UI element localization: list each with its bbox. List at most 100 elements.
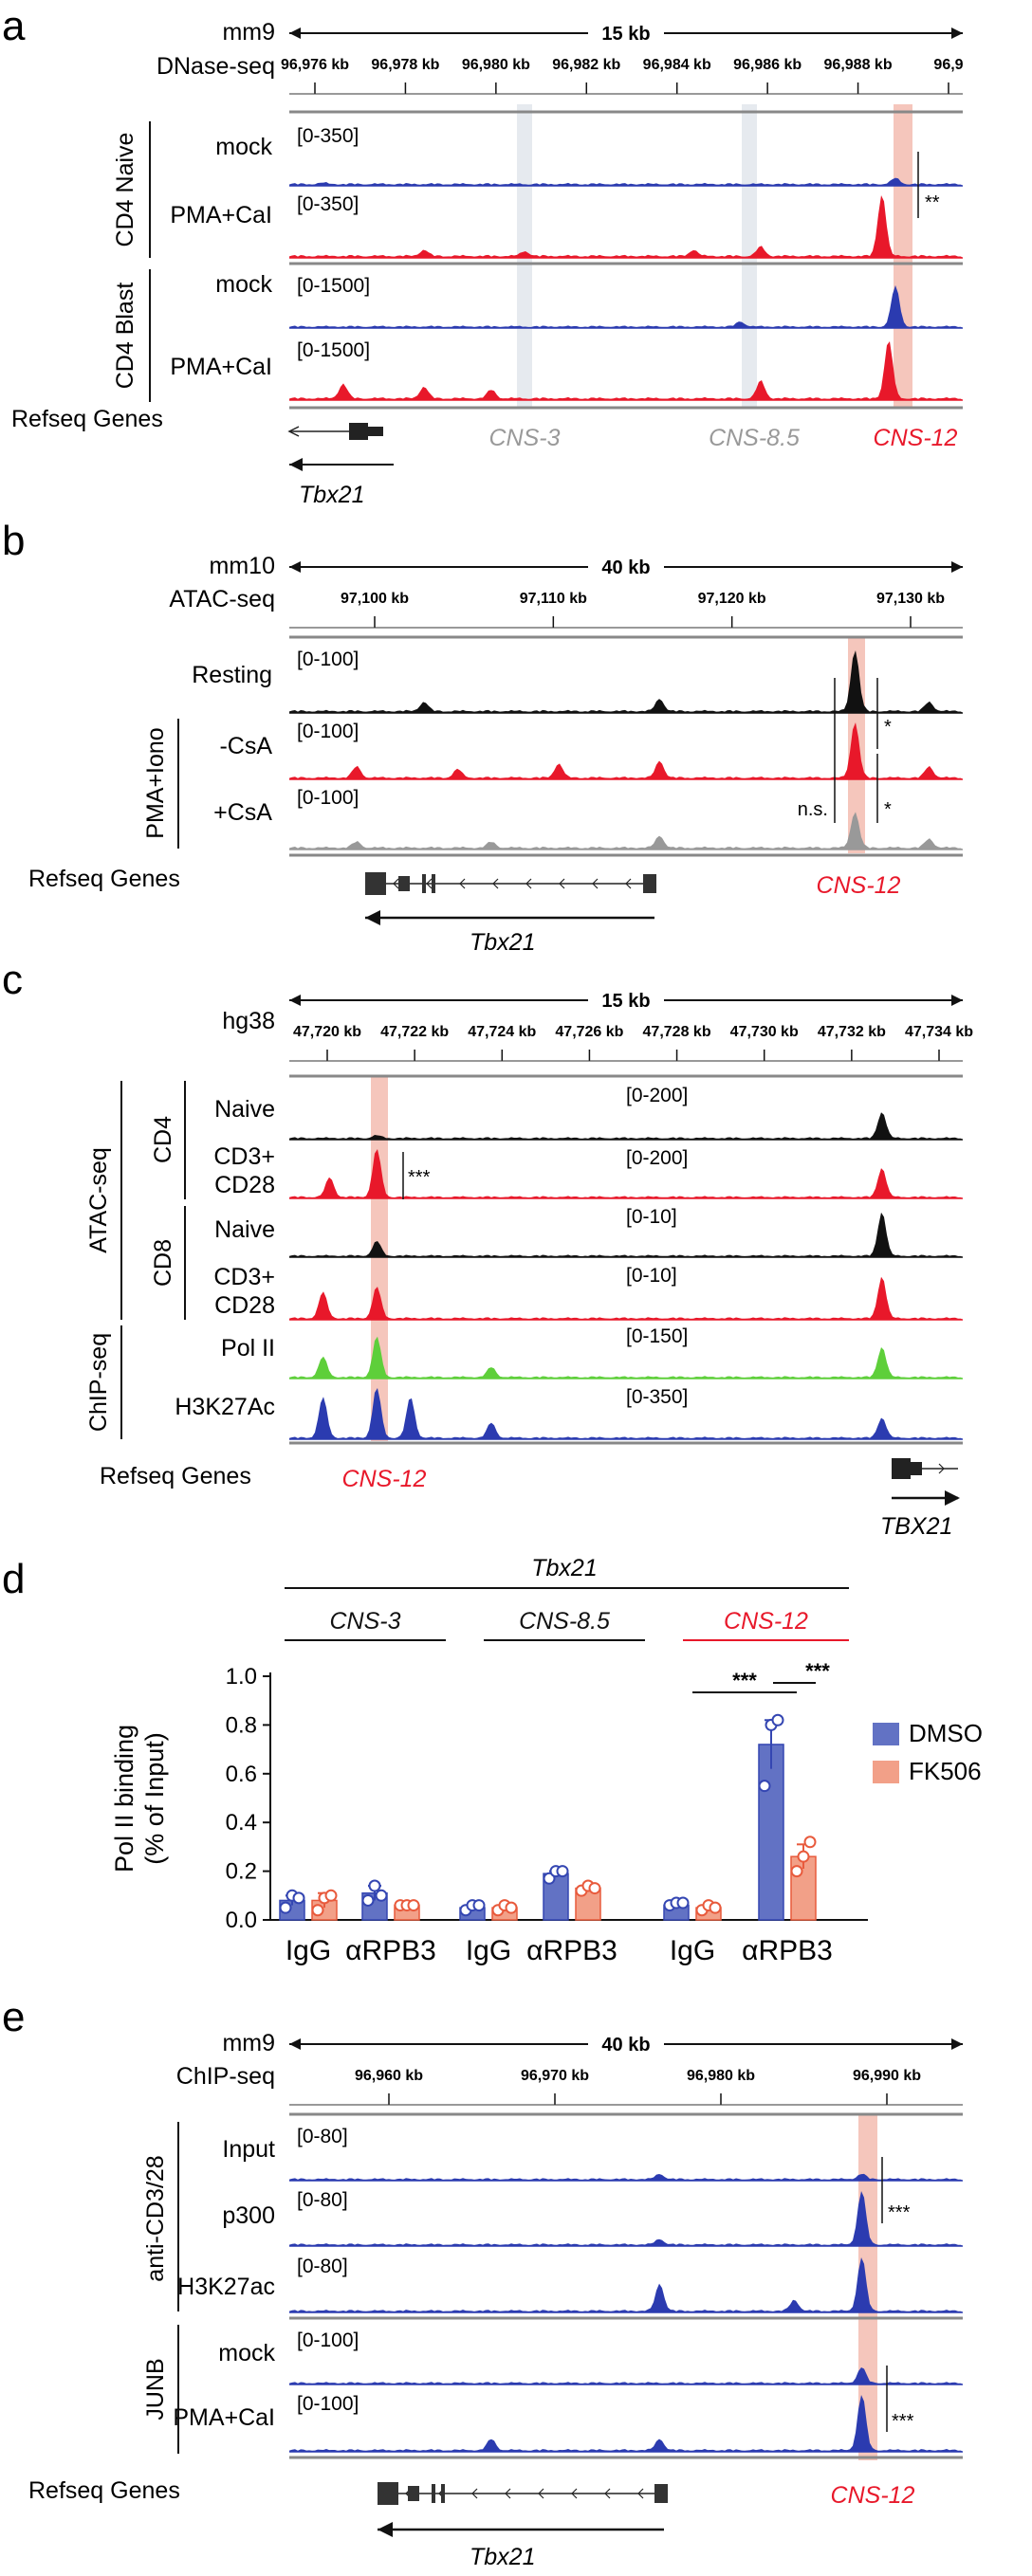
track-label: PMA+CaI bbox=[170, 202, 272, 228]
tick-label: 47,728 kb bbox=[643, 1024, 711, 1040]
data-point bbox=[505, 1901, 518, 1914]
ruler-label-bg bbox=[588, 987, 664, 1014]
tick-label: 96,980 kb bbox=[462, 57, 530, 73]
assay-label: DNase-seq bbox=[157, 53, 275, 80]
track-range: [0-10] bbox=[626, 1206, 677, 1228]
exon bbox=[378, 2482, 398, 2505]
track-signal bbox=[289, 2173, 963, 2181]
track-range: [0-350] bbox=[297, 193, 359, 215]
tick-label: 96,988 kb bbox=[824, 57, 893, 73]
group-label: JUNB bbox=[142, 2358, 169, 2420]
ruler-label-bg bbox=[588, 20, 664, 46]
strand-chevron bbox=[938, 1463, 945, 1474]
group-label: CD4 bbox=[150, 1116, 176, 1163]
data-point bbox=[771, 1713, 784, 1726]
x-tick-label: IgG bbox=[286, 1935, 331, 1966]
tick-label: 96,976 kb bbox=[281, 57, 349, 73]
data-point bbox=[543, 1872, 556, 1885]
panel-e: e mm9 ChIP-seq 40 kb 96,960 kb 96,970 kb 96… bbox=[2, 1994, 963, 2570]
track-label: PMA+CaI bbox=[170, 354, 272, 380]
track-label: +CsA bbox=[213, 799, 272, 826]
track-label: PMA+CaI bbox=[173, 2404, 275, 2431]
bar bbox=[758, 1744, 784, 1921]
genome-ruler: 15 kb 96,976 kb 96,978 kb 96,980 kb 96,982 k… bbox=[281, 20, 964, 95]
tracks: [0-350] [0-350] [0-1500] [0-1500] ** bbox=[289, 110, 963, 410]
group-label: PMA+Iono bbox=[142, 727, 169, 838]
data-point bbox=[407, 1899, 420, 1912]
ruler-arrow-right bbox=[951, 995, 963, 1006]
exon bbox=[422, 874, 426, 893]
strand-chevron bbox=[592, 878, 599, 889]
track-signal bbox=[289, 2395, 963, 2452]
tick-label: 96,990 kb bbox=[853, 2068, 921, 2084]
y-tick-label: 1.0 bbox=[226, 1664, 257, 1690]
track-label: p300 bbox=[222, 2202, 275, 2229]
strand-chevron bbox=[525, 878, 532, 889]
group-label: CD4 Blast bbox=[112, 283, 138, 390]
significance: *** bbox=[408, 1167, 431, 1188]
ruler-arrow-right bbox=[951, 2038, 963, 2050]
significance: *** bbox=[805, 1659, 830, 1683]
track-label: Pol II bbox=[221, 1335, 275, 1361]
ruler-arrow-left bbox=[289, 27, 301, 39]
group-header: CNS-12 bbox=[724, 1608, 808, 1635]
exon bbox=[432, 874, 435, 893]
gene-name: Tbx21 bbox=[299, 482, 364, 508]
panel-d: d Tbx21 CNS-3 CNS-8.5 CNS-12 0.0 0.2 0.4 0.6 0.8… bbox=[2, 1555, 983, 1966]
tick-label: 47,720 kb bbox=[293, 1024, 361, 1040]
panel-label-a: a bbox=[2, 3, 26, 49]
track-signal bbox=[289, 2257, 963, 2312]
track-label: Naive bbox=[214, 1216, 275, 1243]
ruler-span: 15 kb bbox=[601, 991, 650, 1012]
track-range: [0-100] bbox=[297, 2329, 359, 2351]
track-range: [0-80] bbox=[297, 2256, 348, 2277]
genome-label: mm10 bbox=[210, 553, 275, 579]
exon bbox=[432, 2484, 435, 2503]
track-label: CD28 bbox=[214, 1292, 275, 1319]
exon bbox=[408, 2486, 419, 2501]
legend-label: FK506 bbox=[909, 1757, 982, 1785]
track-labels: Resting -CsA +CsA PMA+Iono CNS-12 bbox=[142, 662, 901, 899]
group-label: CD4 Naive bbox=[112, 133, 138, 247]
tick-label: 96,9 bbox=[933, 57, 963, 73]
track-signal bbox=[289, 2366, 963, 2384]
strand-chevron bbox=[459, 878, 466, 889]
significance: * bbox=[884, 799, 892, 820]
region-name: CNS-3 bbox=[488, 425, 560, 451]
significance: *** bbox=[892, 2411, 914, 2432]
panel-label-b: b bbox=[2, 518, 25, 564]
data-point bbox=[790, 1865, 803, 1878]
tick-label: 47,726 kb bbox=[555, 1024, 623, 1040]
tick-label: 96,970 kb bbox=[521, 2068, 589, 2084]
direction-arrowhead bbox=[289, 458, 303, 471]
track-range: [0-200] bbox=[626, 1085, 688, 1106]
strand-chevron bbox=[559, 878, 565, 889]
panel-label-c: c bbox=[2, 957, 23, 1003]
gene-model bbox=[378, 2482, 668, 2537]
group-header: CNS-8.5 bbox=[519, 1608, 610, 1635]
y-axis-label: Pol II binding bbox=[110, 1725, 138, 1873]
genome-label: mm9 bbox=[222, 2030, 275, 2056]
track-range: [0-80] bbox=[297, 2126, 348, 2147]
region-name: CNS-12 bbox=[817, 872, 901, 899]
data-point bbox=[279, 1901, 292, 1914]
data-point bbox=[368, 1879, 381, 1892]
significance: ** bbox=[925, 192, 940, 213]
gene-model bbox=[892, 1458, 960, 1506]
ruler-span: 40 kb bbox=[601, 557, 650, 578]
track-signal bbox=[289, 812, 963, 850]
group-header: CNS-3 bbox=[329, 1608, 400, 1635]
strand-chevron bbox=[625, 878, 632, 889]
tick-label: 97,100 kb bbox=[341, 591, 409, 607]
track-signal bbox=[289, 2191, 963, 2246]
track-range: [0-80] bbox=[297, 2189, 348, 2211]
group-label: CD8 bbox=[150, 1239, 176, 1287]
track-range: [0-100] bbox=[297, 787, 359, 809]
gene-name: Tbx21 bbox=[470, 2544, 535, 2570]
direction-arrowhead bbox=[365, 910, 380, 925]
strand-chevron bbox=[287, 426, 300, 437]
tick-label: 97,120 kb bbox=[698, 591, 766, 607]
legend-swatch bbox=[873, 1723, 899, 1745]
